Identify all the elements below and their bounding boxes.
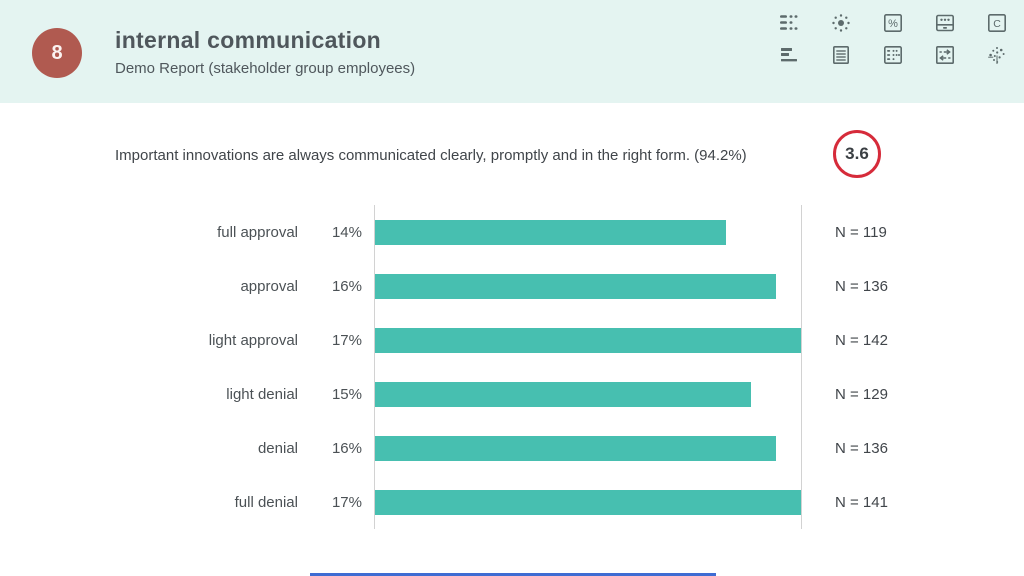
bar — [375, 381, 751, 407]
title-block: internal communication Demo Report (stak… — [115, 27, 415, 77]
plot-area — [374, 421, 802, 475]
chart-row: full denial 17% N = 141 — [0, 475, 1024, 529]
legend-list-icon[interactable] — [777, 11, 801, 35]
category-label: light approval — [208, 331, 298, 349]
n-label: N = 142 — [835, 331, 888, 349]
bar — [375, 489, 801, 515]
n-label: N = 136 — [835, 277, 888, 295]
arrows-exchange-icon[interactable] — [933, 43, 957, 67]
category-label: light denial — [226, 385, 298, 403]
svg-text:C: C — [993, 18, 1001, 30]
form-box-icon[interactable] — [933, 11, 957, 35]
plot-area — [374, 313, 802, 367]
value-label: 14% — [331, 223, 362, 241]
chart-row: full approval 14% N = 119 — [0, 205, 1024, 259]
value-label: 15% — [331, 385, 362, 403]
hbar-chart-icon[interactable] — [777, 43, 801, 67]
plot-area — [374, 475, 802, 529]
plot-area — [374, 205, 802, 259]
chart-row: denial 16% N = 136 — [0, 421, 1024, 475]
value-label: 16% — [331, 439, 362, 457]
bar — [375, 435, 776, 461]
header: 8 internal communication Demo Report (st… — [0, 0, 1024, 103]
chart-row: approval 16% N = 136 — [0, 259, 1024, 313]
page-subtitle: Demo Report (stakeholder group employees… — [115, 60, 416, 77]
page-title: internal communication — [115, 27, 382, 53]
value-label: 17% — [331, 331, 362, 349]
radial-dots-icon[interactable] — [829, 11, 853, 35]
category-label: denial — [257, 439, 298, 457]
plot-area — [374, 259, 802, 313]
matrix-box-icon[interactable] — [881, 43, 905, 67]
value-label: 16% — [331, 277, 362, 295]
chart-row: light denial 15% N = 129 — [0, 367, 1024, 421]
scatter-plot-icon[interactable] — [985, 43, 1009, 67]
svg-text:%: % — [888, 18, 898, 30]
n-label: N = 141 — [835, 493, 888, 511]
c-box-icon[interactable]: C — [985, 11, 1009, 35]
bar-chart: full approval 14% N = 119 approval 16% N… — [0, 205, 1024, 529]
chart-row: light approval 17% N = 142 — [0, 313, 1024, 367]
n-label: N = 119 — [835, 223, 887, 241]
score-badge: 3.6 — [833, 130, 881, 178]
n-label: N = 136 — [835, 439, 888, 457]
percent-box-icon[interactable]: % — [881, 11, 905, 35]
document-lines-icon[interactable] — [829, 43, 853, 67]
bar — [375, 327, 801, 353]
value-label: 17% — [331, 493, 362, 511]
category-label: approval — [240, 277, 298, 295]
question-text: Important innovations are always communi… — [115, 147, 747, 164]
bottom-accent-line — [310, 573, 716, 576]
category-label: full denial — [234, 493, 298, 511]
toolbar: % C — [776, 10, 1010, 68]
plot-area — [374, 367, 802, 421]
bar — [375, 273, 776, 299]
n-label: N = 129 — [835, 385, 888, 403]
slide-number-badge: 8 — [32, 28, 82, 78]
category-label: full approval — [217, 223, 298, 241]
bar — [375, 219, 726, 245]
